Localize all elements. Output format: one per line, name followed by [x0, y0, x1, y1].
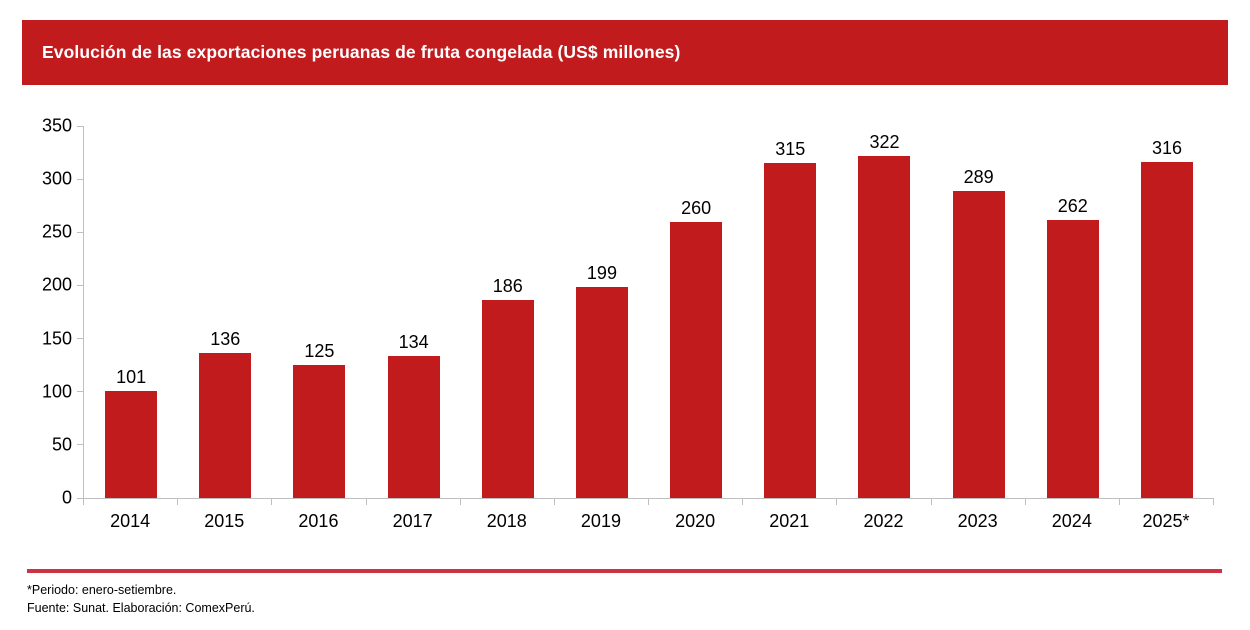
x-axis-tick: [1118, 499, 1120, 505]
x-axis-label: 2019: [580, 511, 621, 531]
x-axis-label: 2024: [1051, 511, 1092, 531]
bar-group: 322: [837, 126, 931, 498]
bar-group: 315: [743, 126, 837, 498]
x-axis-tick: [930, 499, 932, 505]
bar: [575, 286, 628, 498]
x-axis-label: 2014: [110, 511, 151, 531]
bar: [952, 190, 1005, 498]
bar-group: 134: [367, 126, 461, 498]
y-axis-tick: [77, 231, 83, 233]
y-axis-label: 150: [41, 328, 72, 349]
y-axis-label: 50: [51, 434, 72, 455]
bar-group: 101: [84, 126, 178, 498]
bar-value-label: 316: [1151, 138, 1182, 159]
x-axis-tick: [459, 499, 461, 505]
y-axis-label: 200: [41, 274, 72, 295]
x-axis-tick: [177, 499, 179, 505]
y-axis-label: 350: [41, 115, 72, 136]
x-axis-label: 2016: [298, 511, 339, 531]
x-axis-tick: [83, 499, 84, 505]
x-axis-label: 2020: [675, 511, 716, 531]
plot-area: 101 136 125 134 186 199 260 315 322 289 262 316: [83, 126, 1214, 499]
x-axis-tick: [648, 499, 649, 505]
bar-value-label: 289: [963, 166, 994, 187]
bar-value-label: 134: [398, 331, 429, 352]
x-axis-ticks: [83, 499, 1214, 505]
x-axis-label: 2018: [486, 511, 527, 531]
bar-group: 262: [1026, 126, 1120, 498]
y-axis-tick: [77, 444, 83, 446]
x-axis-label: 2015: [204, 511, 245, 531]
y-axis-labels: 0 50 100 150 200 250 300 350: [0, 116, 72, 508]
bar-value-label: 260: [681, 197, 712, 218]
y-axis-label: 300: [41, 168, 72, 189]
y-axis-tick: [77, 178, 83, 180]
x-axis-label: 2022: [863, 511, 904, 531]
x-axis-tick: [836, 499, 838, 505]
footnote-source: Fuente: Sunat. Elaboración: ComexPerú.: [27, 601, 255, 615]
bar: [1140, 162, 1193, 498]
title-banner: Evolución de las exportaciones peruanas …: [22, 20, 1228, 85]
bar-group: 136: [178, 126, 272, 498]
y-axis-tick: [77, 391, 83, 393]
bar: [481, 300, 534, 498]
bar-value-label: 101: [116, 366, 147, 387]
bar-group: 199: [555, 126, 649, 498]
bar: [670, 221, 723, 498]
bar-group: 289: [932, 126, 1026, 498]
x-axis-tick: [1213, 499, 1214, 505]
bar-value-label: 315: [775, 139, 806, 160]
bar-group: 186: [461, 126, 555, 498]
bar: [199, 353, 252, 498]
bar: [858, 155, 911, 498]
bar-value-label: 186: [492, 276, 523, 297]
bar-value-label: 262: [1057, 195, 1088, 216]
y-axis-tick: [77, 497, 83, 499]
y-axis-label: 0: [61, 487, 72, 508]
x-axis-tick: [742, 499, 744, 505]
x-axis-tick: [553, 499, 555, 505]
x-axis-labels: 2014 2015 2016 2017 2018 2019 2020 2021 2022 2023…: [83, 511, 1213, 532]
y-axis-label: 100: [41, 381, 72, 402]
x-axis-tick: [271, 499, 273, 505]
x-axis-label: 2021: [769, 511, 810, 531]
x-axis-label: 2023: [957, 511, 998, 531]
bar: [1046, 219, 1099, 498]
bar-value-label: 136: [210, 329, 241, 350]
bar: [764, 163, 817, 498]
bar-group: 260: [649, 126, 743, 498]
y-axis-ticks: [77, 125, 83, 499]
bar: [293, 365, 346, 498]
bar-value-label: 322: [869, 131, 900, 152]
bar: [105, 390, 158, 498]
y-axis-tick: [77, 284, 83, 286]
bar-group: 125: [272, 126, 366, 498]
x-axis-tick: [365, 499, 367, 505]
x-axis-label: 2025*: [1142, 511, 1190, 531]
chart-title: Evolución de las exportaciones peruanas …: [42, 42, 681, 62]
bar: [387, 355, 440, 498]
footnote-period: *Periodo: enero-setiembre.: [27, 583, 177, 597]
y-axis-tick: [77, 338, 83, 340]
x-axis-tick: [1024, 499, 1026, 505]
bar-value-label: 125: [304, 341, 335, 362]
footnotes: *Periodo: enero-setiembre. Fuente: Sunat…: [27, 581, 255, 617]
footer-divider: [27, 569, 1222, 573]
bar-value-label: 199: [586, 262, 617, 283]
y-axis-label: 250: [41, 221, 72, 242]
bar-group: 316: [1120, 126, 1214, 498]
y-axis-tick: [77, 125, 83, 127]
x-axis-label: 2017: [392, 511, 433, 531]
